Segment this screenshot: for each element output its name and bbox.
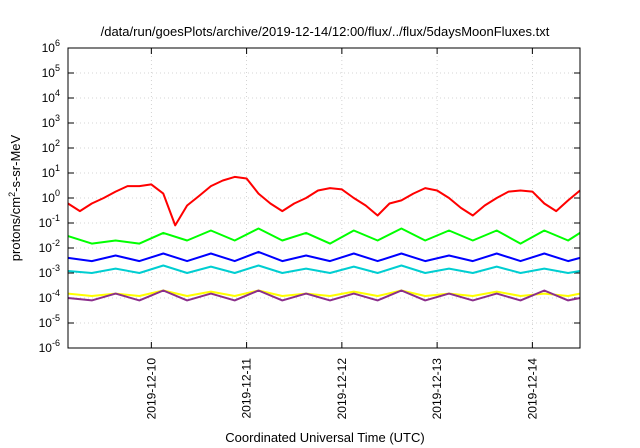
y-tick-label: 104	[42, 88, 60, 105]
series-line-1	[67, 175, 581, 227]
series-line-4	[67, 264, 581, 274]
y-tick-label: 10-1	[39, 213, 60, 230]
y-tick-label: 106	[42, 38, 60, 55]
y-tick-label: 10-2	[39, 238, 60, 255]
y-tick-label: 101	[42, 163, 60, 180]
y-axis-ticks: 10-6 10-5 10-4 10-3 10-2 10-1 100 101 102 103 104 1…	[39, 38, 580, 355]
y-tick-label: 10-4	[39, 288, 60, 305]
y-tick-label: 10-3	[39, 263, 60, 280]
plot-frame	[67, 47, 581, 349]
y-axis-label: protons/cm2-s-sr-MeV	[7, 134, 23, 261]
x-tick-label: 2019-12-11	[240, 358, 254, 419]
y-axis-label-rest: -s-sr-MeV	[8, 134, 23, 191]
series-line-6	[67, 289, 581, 302]
x-axis-ticks: 2019-12-10 2019-12-11 2019-12-12 2019-12-13…	[144, 48, 539, 419]
y-tick-label: 10-6	[39, 338, 60, 355]
series-line-5	[67, 289, 581, 297]
series-line-3	[67, 250, 581, 263]
y-tick-label: 105	[42, 63, 60, 80]
series-lines	[67, 175, 581, 302]
x-tick-label: 2019-12-10	[144, 358, 158, 420]
y-tick-label: 103	[42, 113, 60, 130]
chart-title: /data/run/goesPlots/archive/2019-12-14/1…	[101, 24, 550, 39]
x-tick-label: 2019-12-14	[525, 358, 539, 420]
y-tick-label: 100	[42, 188, 60, 205]
x-axis-label: Coordinated Universal Time (UTC)	[225, 430, 424, 445]
y-axis-label-superscript: 2	[7, 192, 17, 197]
x-tick-label: 2019-12-12	[335, 358, 349, 420]
y-axis-label-unit: protons/cm	[8, 197, 23, 261]
series-line-2	[67, 227, 581, 245]
x-tick-label: 2019-12-13	[430, 358, 444, 420]
y-tick-label: 10-5	[39, 313, 60, 330]
y-tick-label: 102	[42, 138, 60, 155]
